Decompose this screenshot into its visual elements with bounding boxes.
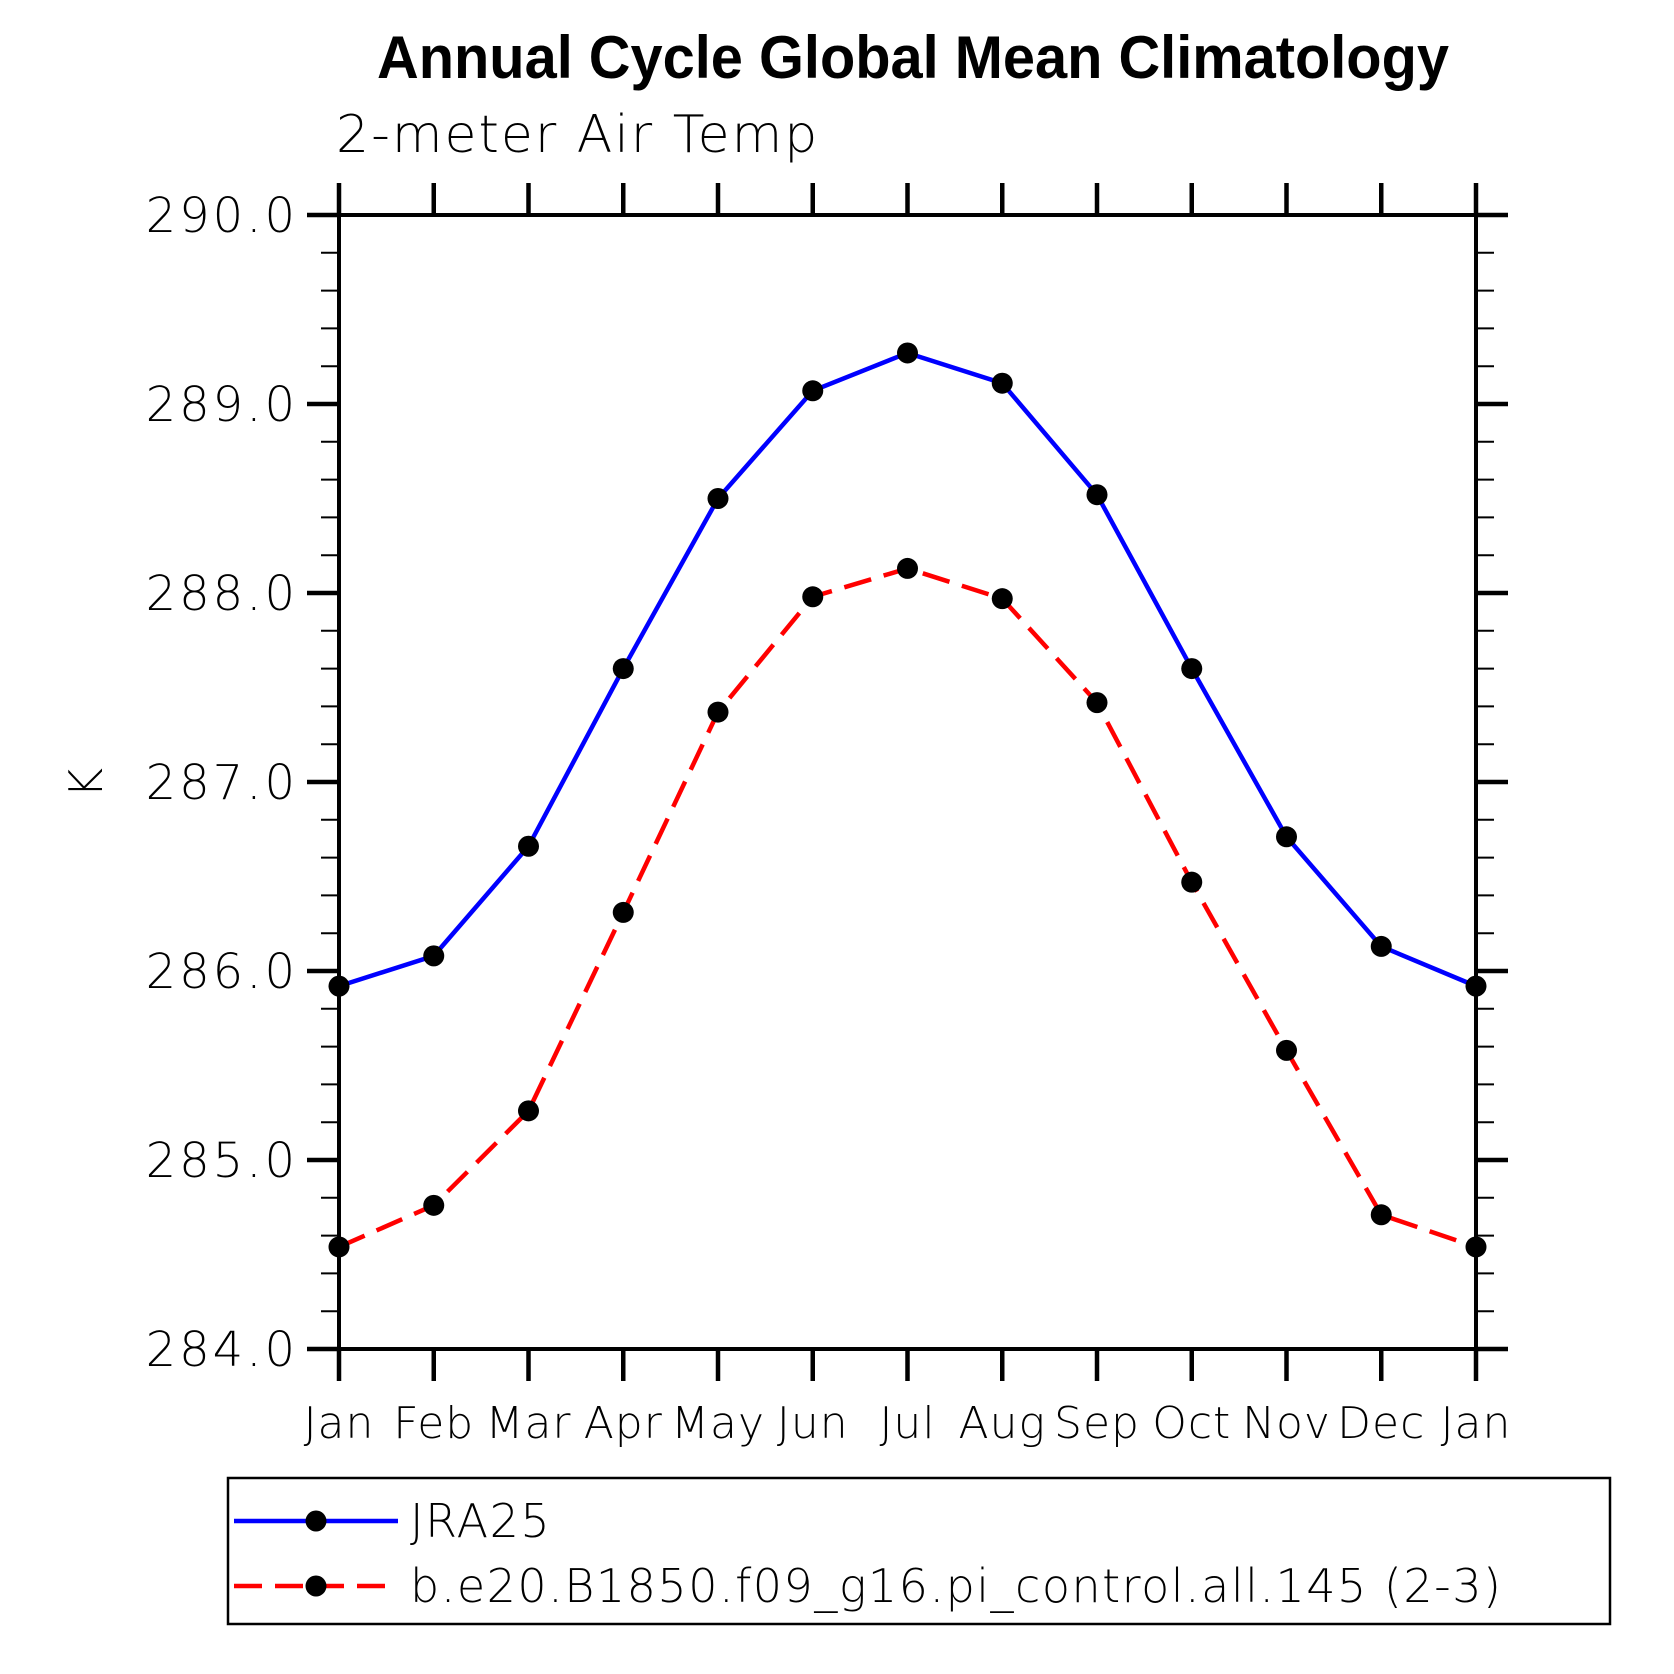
chart-generated-content: Jan Feb Mar Apr May Jun Jul Aug Sep Oct Nov Dec Jan2…: [146, 183, 1612, 1626]
data-point-marker: [897, 342, 918, 364]
data-point-marker: [1181, 871, 1203, 893]
series-line-jra25: [338, 350, 1477, 989]
x-tick-label: Jan: [304, 1398, 375, 1449]
data-point-marker: [802, 380, 824, 402]
x-tick-label: Feb: [393, 1398, 474, 1449]
y-tick-label: 288.0: [146, 566, 298, 622]
legend-box: [226, 1476, 1612, 1626]
x-tick-label: Oct: [1152, 1398, 1231, 1449]
x-tick-label: Sep: [1054, 1398, 1140, 1449]
y-tick-label: 287.0: [146, 755, 298, 811]
data-point-marker: [707, 701, 729, 723]
data-point-marker: [518, 835, 539, 857]
y-tick-label: 284.0: [146, 1322, 298, 1378]
chart-subtitle: 2-meter Air Temp: [336, 105, 819, 165]
y-tick-label: 290.0: [146, 188, 298, 244]
data-point-marker: [1086, 692, 1108, 714]
x-tick-label: Jan: [1441, 1398, 1512, 1449]
y-axis-label: K: [59, 768, 113, 798]
y-tick-label: 285.0: [146, 1133, 298, 1189]
data-point-marker: [612, 901, 634, 923]
legend-label: JRA25: [410, 1494, 551, 1548]
data-point-marker: [1465, 975, 1487, 997]
data-point-marker: [802, 586, 824, 608]
data-point-marker: [1370, 935, 1392, 957]
plot-frame: [337, 213, 1478, 1351]
data-point-marker: [1276, 826, 1297, 848]
data-point-marker: [518, 1100, 539, 1122]
x-tick-label: Jul: [879, 1398, 935, 1449]
data-point-marker: [1465, 1236, 1487, 1258]
data-point-marker: [1181, 658, 1203, 680]
x-tick-label: Dec: [1337, 1398, 1425, 1449]
legend-label: b.e20.B1850.f09_g16.pi_control.all.145 (…: [410, 1559, 1502, 1613]
data-point-marker: [1370, 1204, 1392, 1226]
data-point-marker: [1276, 1039, 1297, 1061]
series-line-model: [338, 566, 1477, 1250]
data-point-marker: [328, 1236, 350, 1258]
x-tick-label: May: [671, 1398, 765, 1449]
data-point-marker: [897, 557, 918, 579]
legend-marker: [305, 1575, 327, 1597]
data-point-marker: [991, 588, 1013, 610]
chart-title: Annual Cycle Global Mean Climatology: [377, 24, 1450, 91]
data-point-marker: [1086, 484, 1108, 506]
x-tick-label: Jun: [777, 1398, 849, 1449]
y-tick-label: 286.0: [146, 944, 298, 1000]
legend-marker: [305, 1510, 327, 1532]
x-tick-label: Aug: [959, 1398, 1046, 1449]
data-point-marker: [707, 488, 729, 509]
x-tick-label: Mar: [485, 1398, 571, 1449]
data-point-marker: [423, 1194, 445, 1216]
data-point-marker: [612, 658, 634, 680]
x-tick-label: Apr: [584, 1398, 663, 1449]
data-point-marker: [423, 945, 445, 967]
data-point-marker: [991, 372, 1013, 394]
y-tick-label: 289.0: [146, 377, 298, 433]
x-tick-label: Nov: [1242, 1398, 1331, 1449]
data-point-marker: [328, 975, 350, 997]
